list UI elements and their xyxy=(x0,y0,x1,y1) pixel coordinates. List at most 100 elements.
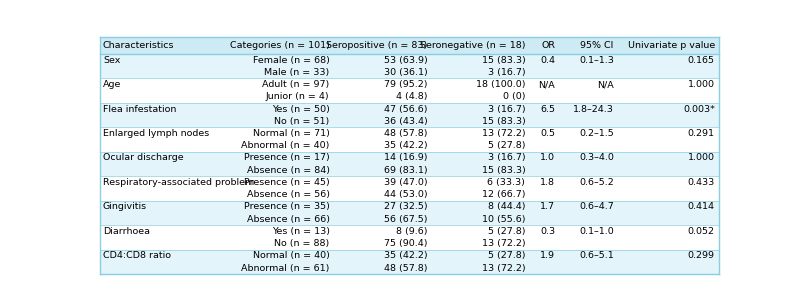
Text: 18 (100.0): 18 (100.0) xyxy=(475,80,525,89)
Text: Seronegative (n = 18): Seronegative (n = 18) xyxy=(419,41,525,50)
Text: 13 (72.2): 13 (72.2) xyxy=(482,239,525,248)
Text: 53 (63.9): 53 (63.9) xyxy=(384,56,427,65)
Text: Absence (n = 84): Absence (n = 84) xyxy=(247,166,330,175)
Text: Female (n = 68): Female (n = 68) xyxy=(252,56,330,65)
Bar xyxy=(100,213,719,225)
Text: 3 (16.7): 3 (16.7) xyxy=(487,153,525,162)
Text: 35 (42.2): 35 (42.2) xyxy=(384,141,427,150)
Text: Characteristics: Characteristics xyxy=(103,41,174,50)
Bar xyxy=(100,237,719,250)
Text: 5 (27.8): 5 (27.8) xyxy=(487,141,525,150)
Text: 69 (83.1): 69 (83.1) xyxy=(384,166,427,175)
Text: 0.6–5.2: 0.6–5.2 xyxy=(579,178,614,187)
Text: 36 (43.4): 36 (43.4) xyxy=(384,117,427,126)
Text: Yes (n = 50): Yes (n = 50) xyxy=(272,104,330,114)
Text: 0.4: 0.4 xyxy=(540,56,555,65)
Text: Respiratory-associated problem: Respiratory-associated problem xyxy=(103,178,254,187)
Text: Abnormal (n = 40): Abnormal (n = 40) xyxy=(241,141,330,150)
Bar xyxy=(100,66,719,79)
Text: 15 (83.3): 15 (83.3) xyxy=(482,56,525,65)
Text: 48 (57.8): 48 (57.8) xyxy=(384,264,427,273)
Text: No (n = 51): No (n = 51) xyxy=(274,117,330,126)
Text: 27 (32.5): 27 (32.5) xyxy=(384,202,427,211)
Text: 39 (47.0): 39 (47.0) xyxy=(384,178,427,187)
Text: Normal (n = 71): Normal (n = 71) xyxy=(252,129,330,138)
Text: 95% CI: 95% CI xyxy=(580,41,614,50)
Text: 6 (33.3): 6 (33.3) xyxy=(487,178,525,187)
Text: 6.5: 6.5 xyxy=(540,104,555,114)
Text: 0.5: 0.5 xyxy=(540,129,555,138)
Text: Junior (n = 4): Junior (n = 4) xyxy=(266,92,330,101)
Bar xyxy=(100,103,719,115)
Text: 47 (56.6): 47 (56.6) xyxy=(384,104,427,114)
Bar xyxy=(100,140,719,152)
Text: 13 (72.2): 13 (72.2) xyxy=(482,129,525,138)
Text: Presence (n = 45): Presence (n = 45) xyxy=(244,178,330,187)
Text: 8 (44.4): 8 (44.4) xyxy=(487,202,525,211)
Text: Categories (n = 101): Categories (n = 101) xyxy=(230,41,330,50)
Text: Normal (n = 40): Normal (n = 40) xyxy=(252,251,330,260)
Text: 15 (83.3): 15 (83.3) xyxy=(482,117,525,126)
Text: 0.414: 0.414 xyxy=(688,202,715,211)
Text: Presence (n = 17): Presence (n = 17) xyxy=(244,153,330,162)
Text: Ocular discharge: Ocular discharge xyxy=(103,153,184,162)
Text: 10 (55.6): 10 (55.6) xyxy=(482,215,525,224)
Text: 0.1–1.3: 0.1–1.3 xyxy=(579,56,614,65)
Bar xyxy=(100,37,719,54)
Bar xyxy=(100,188,719,201)
Text: 35 (42.2): 35 (42.2) xyxy=(384,251,427,260)
Text: 0 (0): 0 (0) xyxy=(503,92,525,101)
Text: 1.7: 1.7 xyxy=(540,202,555,211)
Text: 12 (66.7): 12 (66.7) xyxy=(482,190,525,199)
Bar xyxy=(100,225,719,237)
Text: 14 (16.9): 14 (16.9) xyxy=(384,153,427,162)
Text: Yes (n = 13): Yes (n = 13) xyxy=(272,227,330,236)
Text: 30 (36.1): 30 (36.1) xyxy=(384,68,427,77)
Text: 0.052: 0.052 xyxy=(688,227,715,236)
Text: Absence (n = 66): Absence (n = 66) xyxy=(247,215,330,224)
Text: 56 (67.5): 56 (67.5) xyxy=(384,215,427,224)
Bar xyxy=(100,152,719,164)
Text: 48 (57.8): 48 (57.8) xyxy=(384,129,427,138)
Text: 1.000: 1.000 xyxy=(688,153,715,162)
Text: 0.3–4.0: 0.3–4.0 xyxy=(579,153,614,162)
Text: 3 (16.7): 3 (16.7) xyxy=(487,104,525,114)
Text: 0.1–1.0: 0.1–1.0 xyxy=(579,227,614,236)
Text: 0.6–4.7: 0.6–4.7 xyxy=(579,202,614,211)
Bar xyxy=(100,115,719,128)
Text: Flea infestation: Flea infestation xyxy=(103,104,177,114)
Text: OR: OR xyxy=(541,41,555,50)
Text: 1.8: 1.8 xyxy=(540,178,555,187)
Text: Univariate p value: Univariate p value xyxy=(627,41,715,50)
Text: 0.003*: 0.003* xyxy=(683,104,715,114)
Text: Seropositive (n = 83): Seropositive (n = 83) xyxy=(326,41,427,50)
Text: 5 (27.8): 5 (27.8) xyxy=(487,227,525,236)
Text: Enlarged lymph nodes: Enlarged lymph nodes xyxy=(103,129,209,138)
Text: 8 (9.6): 8 (9.6) xyxy=(396,227,427,236)
Text: Age: Age xyxy=(103,80,121,89)
Text: Abnormal (n = 61): Abnormal (n = 61) xyxy=(241,264,330,273)
Text: Male (n = 33): Male (n = 33) xyxy=(264,68,330,77)
Text: Diarrhoea: Diarrhoea xyxy=(103,227,150,236)
Text: 44 (53.0): 44 (53.0) xyxy=(384,190,427,199)
Text: Absence (n = 56): Absence (n = 56) xyxy=(247,190,330,199)
Text: 0.6–5.1: 0.6–5.1 xyxy=(579,251,614,260)
Text: 15 (83.3): 15 (83.3) xyxy=(482,166,525,175)
Bar xyxy=(100,128,719,140)
Bar xyxy=(100,262,719,274)
Text: 1.9: 1.9 xyxy=(540,251,555,260)
Text: 0.433: 0.433 xyxy=(687,178,715,187)
Text: 1.000: 1.000 xyxy=(688,80,715,89)
Text: 4 (4.8): 4 (4.8) xyxy=(396,92,427,101)
Text: Sex: Sex xyxy=(103,56,121,65)
Text: Adult (n = 97): Adult (n = 97) xyxy=(262,80,330,89)
Bar xyxy=(100,54,719,66)
Text: N/A: N/A xyxy=(539,80,555,89)
Text: 0.165: 0.165 xyxy=(688,56,715,65)
Text: 1.0: 1.0 xyxy=(540,153,555,162)
Text: 0.3: 0.3 xyxy=(540,227,555,236)
Bar xyxy=(100,164,719,176)
Text: CD4:CD8 ratio: CD4:CD8 ratio xyxy=(103,251,171,260)
Text: 0.299: 0.299 xyxy=(688,251,715,260)
Text: 1.8–24.3: 1.8–24.3 xyxy=(573,104,614,114)
